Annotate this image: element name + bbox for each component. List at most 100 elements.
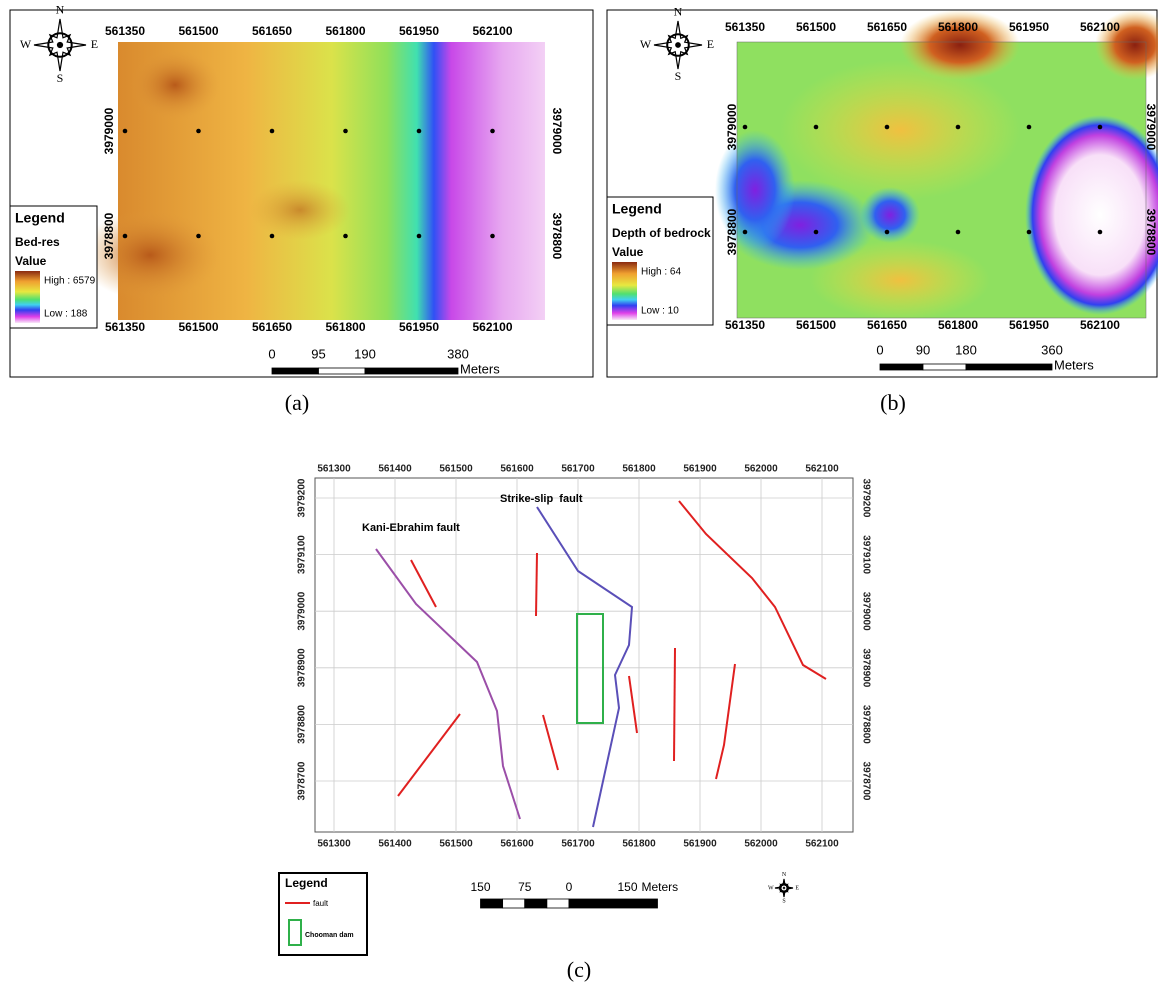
legend-box [278, 872, 368, 956]
northing-label: 3978800 [725, 208, 739, 255]
raster-border [736, 41, 1147, 319]
raster-blob [860, 187, 920, 243]
legend-title: Legend [612, 201, 662, 217]
easting-label: 561600 [500, 464, 534, 475]
northing-label: 3979000 [550, 108, 564, 155]
grid-point [343, 128, 348, 134]
legend-low: Low : 10 [641, 306, 679, 317]
scale-segment [502, 898, 526, 909]
easting-label: 561700 [561, 464, 595, 475]
raster-blob [80, 210, 220, 300]
easting-label: 561650 [252, 24, 292, 38]
northing-label: 3978900 [860, 648, 871, 687]
legend-field: Value [612, 245, 644, 259]
scale-label: 90 [916, 342, 930, 357]
easting-label: 561300 [317, 464, 351, 475]
color-ramp [15, 271, 40, 323]
grid-point [813, 229, 819, 235]
northing-label: 3979000 [725, 103, 739, 150]
easting-label: 561500 [439, 464, 473, 475]
easting-label: 561350 [105, 320, 145, 334]
compass-hub [675, 42, 681, 48]
grid-point [1026, 124, 1032, 130]
scale-segment [364, 367, 459, 375]
scale-label: 180 [955, 342, 977, 357]
compass-s: S [57, 71, 64, 85]
fault-label: Kani-Ebrahim fault [362, 522, 460, 534]
scale-label: 150 [617, 880, 637, 894]
fault-label: Strike-slip fault [500, 493, 583, 505]
scale-segment [922, 363, 967, 371]
legend-high: High : 64 [641, 267, 681, 278]
grid-point [269, 233, 275, 239]
northing-label: 3979000 [1144, 104, 1158, 151]
raster-blob [780, 60, 1020, 200]
scale-segment [524, 898, 548, 909]
compass: N S W E [640, 4, 714, 83]
fault [715, 663, 736, 780]
legend-item: Chooman dam [305, 932, 354, 939]
northing-label: 3978800 [1144, 209, 1158, 256]
raster-blob [715, 130, 795, 250]
grid-point [813, 124, 819, 130]
compass: N S W E [20, 2, 98, 85]
grid-point [1097, 124, 1103, 130]
compass-n: N [56, 2, 65, 16]
grid-point [884, 124, 890, 130]
grid-point [269, 128, 275, 134]
easting-label: 561500 [178, 24, 218, 38]
compass-n: N [674, 4, 683, 18]
grid-point [1097, 229, 1103, 235]
easting-label: 561650 [867, 318, 907, 332]
raster-blob [250, 180, 350, 240]
easting-label: 561350 [105, 24, 145, 38]
legend-field: Value [15, 254, 47, 268]
easting-label: 561300 [317, 839, 351, 850]
raster-blob [900, 10, 1020, 80]
easting-label: 561350 [725, 318, 765, 332]
scale-segment [568, 898, 658, 909]
compass-hub [56, 41, 64, 49]
easting-label: 562100 [805, 839, 839, 850]
scale-label: 380 [447, 346, 469, 361]
grid-point [742, 229, 748, 235]
northing-label: 3979100 [860, 535, 871, 574]
compass-ring [47, 32, 73, 58]
grid-point [343, 233, 348, 239]
kani-ebrahim-fault [375, 548, 521, 820]
dam-outline [576, 613, 604, 724]
grid-point [490, 128, 495, 134]
scale-segment [965, 363, 1053, 371]
raster-blob [810, 240, 990, 320]
northing-label: 3979000 [102, 107, 116, 154]
strike-slip-fault [536, 506, 634, 828]
grid-point [955, 124, 961, 130]
legend-high: High : 6579 [44, 276, 96, 287]
compass-ring [778, 882, 790, 894]
scale-segment [879, 363, 924, 371]
compass-hub [782, 886, 786, 890]
northing-label: 3979000 [860, 592, 871, 631]
scale-unit: Meters [1054, 357, 1094, 372]
easting-label: 561650 [252, 320, 292, 334]
easting-label: 562000 [744, 464, 778, 475]
scale-label: 75 [518, 880, 532, 894]
easting-label: 561950 [399, 24, 439, 38]
legend-item: fault [313, 899, 329, 908]
compass-w: W [768, 885, 774, 891]
caption: (b) [880, 390, 906, 415]
scale-segment [318, 367, 366, 375]
scale-segment [546, 898, 570, 909]
easting-label: 561650 [867, 20, 907, 34]
compass-s: S [675, 69, 682, 83]
compass-w: W [20, 37, 32, 51]
easting-label: 561950 [1009, 318, 1049, 332]
easting-label: 561800 [325, 24, 365, 38]
easting-label: 561500 [178, 320, 218, 334]
scale-label: 150 [470, 880, 490, 894]
legend-title: Legend [285, 876, 328, 890]
scale-label: 0 [268, 346, 275, 361]
color-ramp [612, 262, 637, 320]
legend-layer: Bed-res [15, 235, 60, 249]
